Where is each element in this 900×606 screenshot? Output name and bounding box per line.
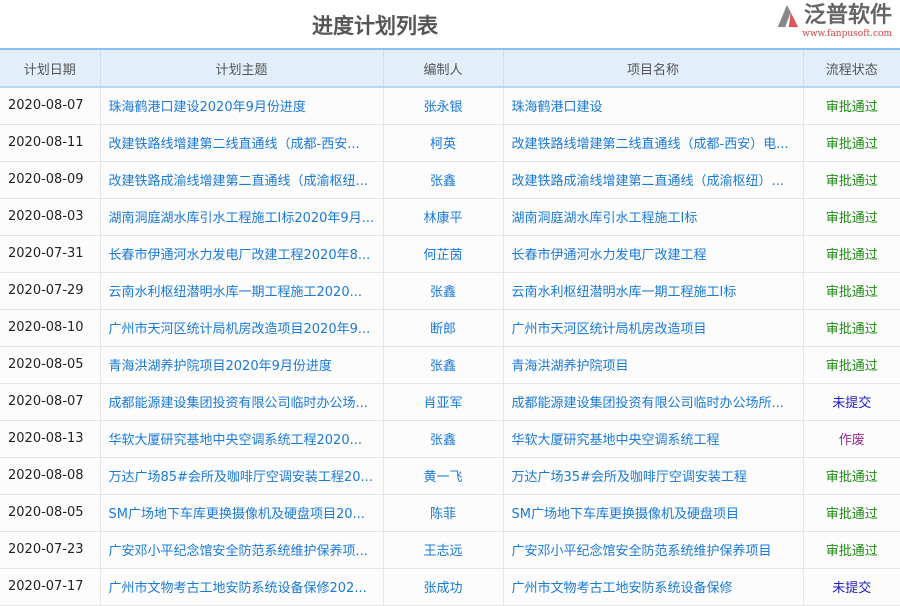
plan-date: 2020-07-17: [0, 568, 101, 605]
author: 肖亚军: [383, 383, 504, 420]
plan-subject-link[interactable]: 云南水利枢纽潜明水库一期工程施工2020...: [100, 272, 384, 309]
project-name-link[interactable]: 青海洪湖养护院项目: [503, 346, 804, 383]
author: 张鑫: [383, 420, 504, 457]
author: 张鑫: [383, 346, 504, 383]
status: 作废: [838, 433, 865, 448]
plan-date: 2020-08-03: [0, 198, 101, 235]
plan-date: 2020-08-11: [0, 124, 101, 161]
plan-table: 计划日期 计划主题 编制人 项目名称 流程状态 2020-08-07 珠海鹤港口建…: [0, 48, 900, 606]
col-status[interactable]: 流程状态: [825, 62, 878, 78]
author: 张永银: [383, 87, 504, 124]
status: 审批通过: [825, 507, 878, 522]
plan-date: 2020-08-09: [0, 161, 101, 198]
plan-date: 2020-08-05: [0, 346, 101, 383]
fanpu-logo-icon: [777, 4, 799, 28]
status: 审批通过: [825, 285, 878, 300]
author: 断郎: [383, 309, 504, 346]
plan-date: 2020-08-08: [0, 457, 101, 494]
status: 审批通过: [825, 470, 878, 485]
plan-date: 2020-07-31: [0, 235, 101, 272]
col-author[interactable]: 编制人: [383, 49, 504, 87]
table-row[interactable]: 2020-07-29 云南水利枢纽潜明水库一期工程施工2020... 张鑫 云南水利枢…: [0, 272, 900, 309]
plan-subject-link[interactable]: 改建铁路线增建第二线直通线（成都-西安...: [100, 124, 384, 161]
table-row[interactable]: 2020-07-17 广州市文物考古工地安防系统设备保修202... 张成功 广州市文…: [0, 568, 900, 605]
project-name-link[interactable]: 成都能源建设集团投资有限公司临时办公场所...: [503, 383, 804, 420]
plan-subject-link[interactable]: 改建铁路成渝线增建第二直通线（成渝枢纽...: [100, 161, 384, 198]
project-name-link[interactable]: 华软大厦研究基地中央空调系统工程: [503, 420, 804, 457]
status: 审批通过: [825, 248, 878, 263]
project-name-link[interactable]: SM广场地下车库更换摄像机及硬盘项目: [503, 494, 804, 531]
plan-date: 2020-08-07: [0, 87, 101, 124]
plan-date: 2020-07-23: [0, 531, 101, 568]
plan-subject-link[interactable]: SM广场地下车库更换摄像机及硬盘项目20...: [100, 494, 384, 531]
table-row[interactable]: 2020-07-31 长春市伊通河水力发电厂改建工程2020年8... 何芷茵 长春市…: [0, 235, 900, 272]
plan-subject-link[interactable]: 青海洪湖养护院项目2020年9月份进度: [100, 346, 384, 383]
plan-subject-link[interactable]: 万达广场85#会所及咖啡厅空调安装工程20...: [100, 457, 384, 494]
author: 黄一飞: [383, 457, 504, 494]
plan-date: 2020-08-10: [0, 309, 101, 346]
page-title: 进度计划列表: [312, 14, 438, 38]
project-name-link[interactable]: 万达广场35#会所及咖啡厅空调安装工程: [503, 457, 804, 494]
col-plan-subject[interactable]: 计划主题: [100, 49, 384, 87]
project-name-link[interactable]: 广州市文物考古工地安防系统设备保修: [503, 568, 804, 605]
plan-subject-link[interactable]: 成都能源建设集团投资有限公司临时办公场...: [100, 383, 384, 420]
plan-date: 2020-07-29: [0, 272, 101, 309]
plan-date: 2020-08-07: [0, 383, 101, 420]
table-row[interactable]: 2020-08-03 湖南洞庭湖水库引水工程施工I标2020年9月... 林康平 湖南…: [0, 198, 900, 235]
project-name-link[interactable]: 广州市天河区统计局机房改造项目: [503, 309, 804, 346]
project-name-link[interactable]: 改建铁路成渝线增建第二直通线（成渝枢纽）...: [503, 161, 804, 198]
plan-subject-link[interactable]: 长春市伊通河水力发电厂改建工程2020年8...: [100, 235, 384, 272]
author: 何芷茵: [383, 235, 504, 272]
table-row[interactable]: 2020-08-09 改建铁路成渝线增建第二直通线（成渝枢纽... 张鑫 改建铁路成渝…: [0, 161, 900, 198]
status: 审批通过: [825, 359, 878, 374]
plan-subject-link[interactable]: 湖南洞庭湖水库引水工程施工I标2020年9月...: [100, 198, 384, 235]
table-row[interactable]: 2020-08-10 广州市天河区统计局机房改造项目2020年9... 断郎 广州市天…: [0, 309, 900, 346]
plan-subject-link[interactable]: 珠海鹤港口建设2020年9月份进度: [100, 87, 384, 124]
plan-subject-link[interactable]: 广安邓小平纪念馆安全防范系统维护保养项...: [100, 531, 384, 568]
status: 未提交: [832, 396, 872, 411]
watermark-url: www.fanpusoft.com: [802, 29, 892, 39]
table-row[interactable]: 2020-08-07 成都能源建设集团投资有限公司临时办公场... 肖亚军 成都能源建…: [0, 383, 900, 420]
author: 张成功: [383, 568, 504, 605]
table-header: 计划日期 计划主题 编制人 项目名称 流程状态: [0, 49, 900, 87]
project-name-link[interactable]: 云南水利枢纽潜明水库一期工程施工I标: [503, 272, 804, 309]
status: 未提交: [832, 581, 872, 596]
table-row[interactable]: 2020-07-23 广安邓小平纪念馆安全防范系统维护保养项... 王志远 广安邓小平…: [0, 531, 900, 568]
status: 审批通过: [825, 544, 878, 559]
status: 审批通过: [825, 174, 878, 189]
status: 审批通过: [825, 100, 878, 116]
project-name-link[interactable]: 湖南洞庭湖水库引水工程施工I标: [503, 198, 804, 235]
project-name-link[interactable]: 广安邓小平纪念馆安全防范系统维护保养项目: [503, 531, 804, 568]
author: 陈菲: [383, 494, 504, 531]
watermark-text: 泛普软件: [803, 3, 892, 28]
plan-subject-link[interactable]: 华软大厦研究基地中央空调系统工程2020...: [100, 420, 384, 457]
status: 审批通过: [825, 322, 878, 337]
status: 审批通过: [825, 137, 878, 152]
plan-date: 2020-08-13: [0, 420, 101, 457]
plan-subject-link[interactable]: 广州市文物考古工地安防系统设备保修202...: [100, 568, 384, 605]
table-row[interactable]: 2020-08-05 SM广场地下车库更换摄像机及硬盘项目20... 陈菲 SM广场地…: [0, 494, 900, 531]
project-name-link[interactable]: 改建铁路线增建第二线直通线（成都-西安）电...: [503, 124, 804, 161]
table-row[interactable]: 2020-08-05 青海洪湖养护院项目2020年9月份进度 张鑫 青海洪湖养护院项目…: [0, 346, 900, 383]
col-plan-date[interactable]: 计划日期: [0, 49, 101, 87]
watermark-brand: 泛普软件: [774, 3, 892, 29]
author: 张鑫: [383, 161, 504, 198]
status: 审批通过: [825, 211, 878, 226]
author: 张鑫: [383, 272, 504, 309]
author: 林康平: [383, 198, 504, 235]
plan-date: 2020-08-05: [0, 494, 101, 531]
author: 柯英: [383, 124, 504, 161]
project-name-link[interactable]: 珠海鹤港口建设: [503, 87, 804, 124]
author: 王志远: [383, 531, 504, 568]
table-row[interactable]: 2020-08-07 珠海鹤港口建设2020年9月份进度 张永银 珠海鹤港口建设 审批通…: [0, 87, 900, 124]
watermark-logo: 泛普软件 www.fanpusoft.com: [774, 3, 892, 40]
table-row[interactable]: 2020-08-11 改建铁路线增建第二线直通线（成都-西安... 柯英 改建铁路线增…: [0, 124, 900, 161]
plan-subject-link[interactable]: 广州市天河区统计局机房改造项目2020年9...: [100, 309, 384, 346]
col-project-name[interactable]: 项目名称: [503, 49, 804, 87]
table-row[interactable]: 2020-08-08 万达广场85#会所及咖啡厅空调安装工程20... 黄一飞 万达广…: [0, 457, 900, 494]
table-row[interactable]: 2020-08-13 华软大厦研究基地中央空调系统工程2020... 张鑫 华软大厦研…: [0, 420, 900, 457]
project-name-link[interactable]: 长春市伊通河水力发电厂改建工程: [503, 235, 804, 272]
